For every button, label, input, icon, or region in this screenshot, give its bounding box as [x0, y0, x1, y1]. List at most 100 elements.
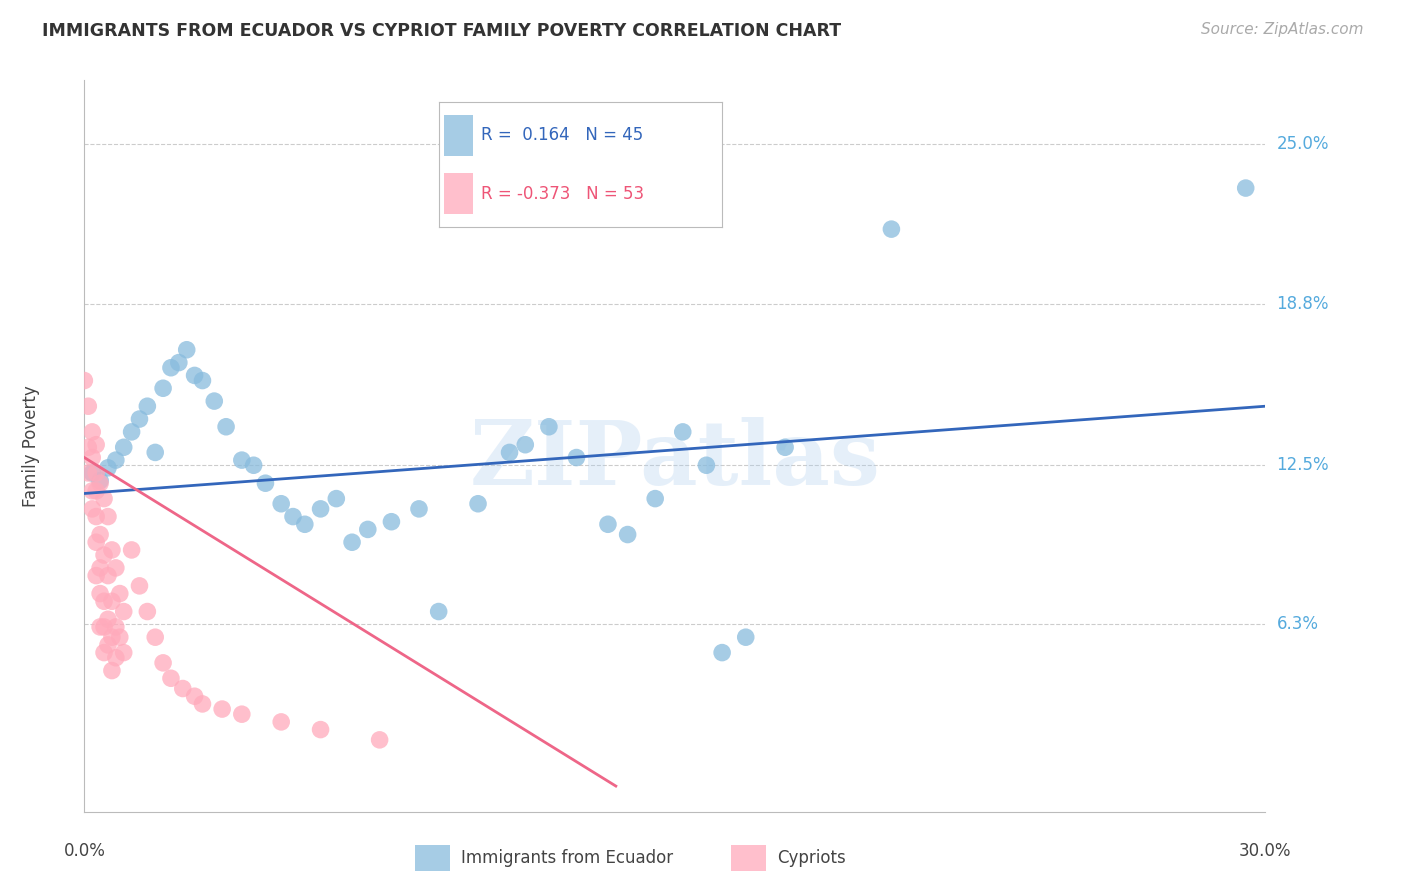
Point: [309, 723, 332, 737]
Text: ZIPatlas: ZIPatlas: [470, 417, 880, 504]
Point: [498, 445, 520, 459]
Point: [191, 374, 214, 388]
Point: [97, 509, 120, 524]
Point: [176, 343, 198, 357]
Point: [101, 630, 124, 644]
Point: [711, 646, 734, 660]
Point: [254, 476, 277, 491]
Point: [112, 646, 135, 660]
Point: [104, 561, 127, 575]
Point: [242, 458, 264, 473]
Point: [82, 483, 104, 498]
Point: [616, 527, 638, 541]
Point: [84, 483, 107, 498]
Point: [82, 425, 104, 439]
Point: [880, 222, 903, 236]
Point: [136, 605, 159, 619]
Point: [82, 466, 104, 480]
Point: [152, 656, 174, 670]
Point: [93, 548, 115, 562]
Point: [270, 497, 292, 511]
Point: [143, 445, 166, 459]
Point: [108, 630, 131, 644]
Point: [82, 501, 104, 516]
Point: [340, 535, 363, 549]
Point: [202, 394, 225, 409]
Point: [136, 399, 159, 413]
Point: [77, 466, 100, 480]
Text: 25.0%: 25.0%: [1277, 136, 1329, 153]
Point: [93, 620, 115, 634]
Point: [77, 399, 100, 413]
Point: [121, 425, 143, 439]
Point: [231, 453, 253, 467]
Point: [89, 527, 111, 541]
Point: [82, 450, 104, 465]
Point: [104, 620, 127, 634]
Point: [294, 517, 316, 532]
Point: [84, 535, 107, 549]
Text: Immigrants from Ecuador: Immigrants from Ecuador: [461, 849, 673, 867]
Point: [84, 568, 107, 582]
Point: [231, 707, 253, 722]
Text: Family Poverty: Family Poverty: [22, 385, 41, 507]
Point: [644, 491, 666, 506]
Point: [773, 440, 796, 454]
Point: [734, 630, 756, 644]
Point: [128, 412, 150, 426]
Point: [695, 458, 717, 473]
Point: [515, 438, 537, 452]
Point: [357, 523, 380, 537]
Text: 30.0%: 30.0%: [1239, 842, 1292, 860]
Point: [270, 714, 292, 729]
Point: [104, 650, 127, 665]
Text: Cypriots: Cypriots: [778, 849, 846, 867]
Point: [97, 638, 120, 652]
Point: [73, 374, 96, 388]
Point: [77, 440, 100, 454]
Point: [89, 586, 111, 600]
Point: [467, 497, 489, 511]
Point: [309, 501, 332, 516]
Point: [112, 605, 135, 619]
Point: [183, 368, 205, 383]
Point: [152, 381, 174, 395]
Point: [215, 419, 238, 434]
Point: [167, 355, 190, 369]
Point: [84, 438, 107, 452]
Point: [97, 460, 120, 475]
Point: [89, 561, 111, 575]
Point: [93, 491, 115, 506]
Text: 0.0%: 0.0%: [63, 842, 105, 860]
Point: [104, 453, 127, 467]
Point: [672, 425, 695, 439]
Point: [160, 671, 183, 685]
Point: [211, 702, 233, 716]
Point: [1234, 181, 1257, 195]
Point: [380, 515, 402, 529]
Point: [172, 681, 194, 696]
Point: [128, 579, 150, 593]
Point: [101, 543, 124, 558]
Point: [325, 491, 347, 506]
Point: [112, 440, 135, 454]
Point: [101, 664, 124, 678]
Point: [84, 509, 107, 524]
Point: [537, 419, 560, 434]
Text: IMMIGRANTS FROM ECUADOR VS CYPRIOT FAMILY POVERTY CORRELATION CHART: IMMIGRANTS FROM ECUADOR VS CYPRIOT FAMIL…: [42, 22, 841, 40]
Point: [97, 568, 120, 582]
Point: [565, 450, 588, 465]
Point: [97, 612, 120, 626]
Point: [368, 732, 391, 747]
Text: 6.3%: 6.3%: [1277, 615, 1319, 633]
Point: [121, 543, 143, 558]
Point: [93, 646, 115, 660]
Text: Source: ZipAtlas.com: Source: ZipAtlas.com: [1201, 22, 1364, 37]
Point: [89, 620, 111, 634]
Point: [101, 594, 124, 608]
Point: [108, 586, 131, 600]
Point: [89, 474, 111, 488]
Point: [93, 594, 115, 608]
Text: 18.8%: 18.8%: [1277, 294, 1329, 312]
Point: [427, 605, 450, 619]
